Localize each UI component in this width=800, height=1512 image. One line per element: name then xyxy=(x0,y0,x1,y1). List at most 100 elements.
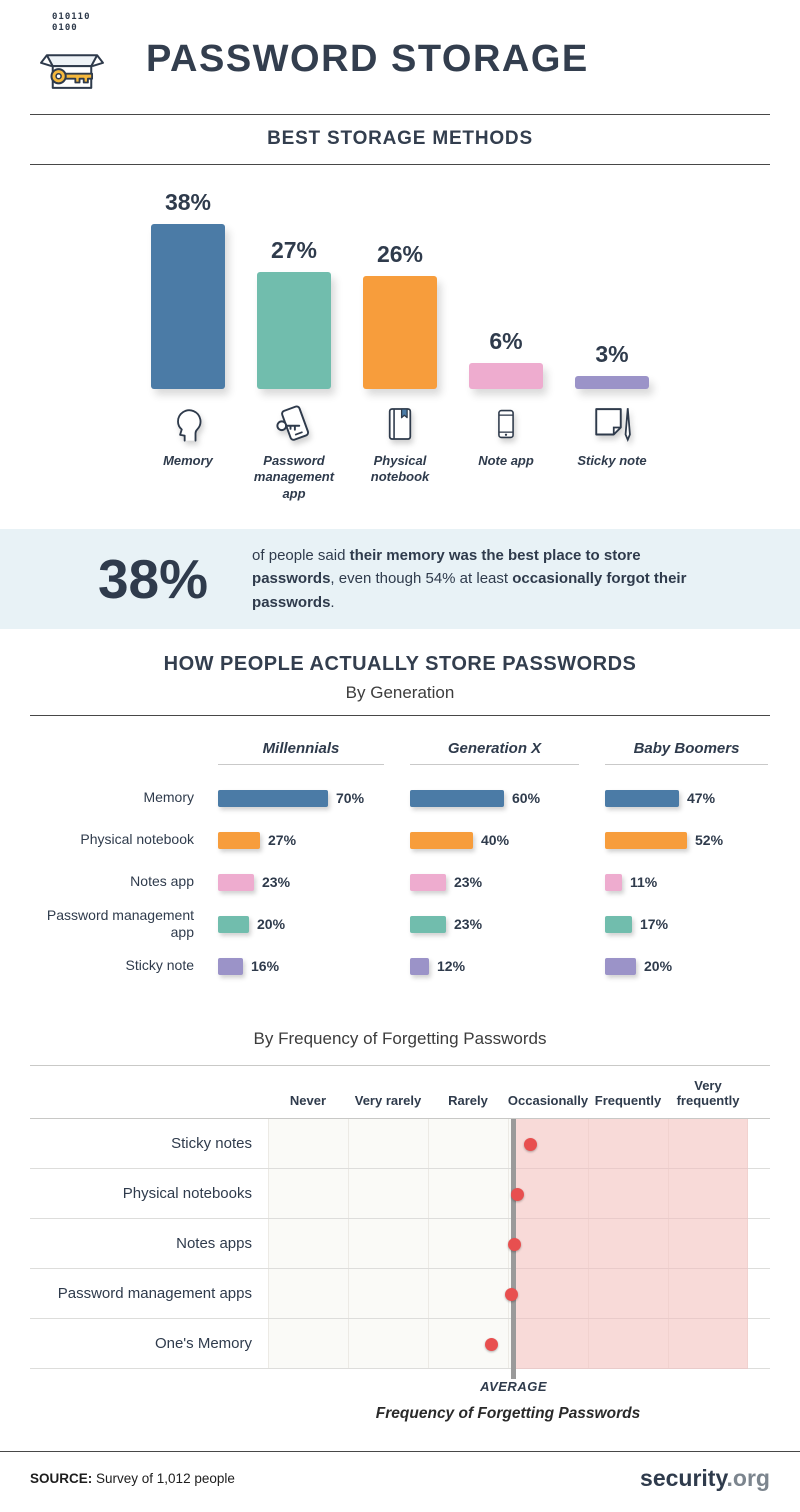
callout-bold-1: their memory was the best place to store… xyxy=(252,547,641,588)
plot-cell xyxy=(428,1119,508,1168)
bar-sticky-note-generation-x xyxy=(410,957,429,975)
bar-note-app xyxy=(469,363,543,389)
best-methods-title: BEST STORAGE METHODS xyxy=(267,128,533,149)
generation-cell-memory-millennials: 70% xyxy=(218,777,410,819)
row-label-memory: Memory xyxy=(143,789,194,806)
callout-stat: 38% xyxy=(97,548,209,610)
x-label-very-frequently: Very frequently xyxy=(676,1078,740,1109)
source-label: SOURCE: xyxy=(30,1471,93,1486)
generation-cell-sticky-note-baby-boomers: 20% xyxy=(605,945,770,987)
bar-password-management-app xyxy=(257,272,331,389)
generation-cell-password-management-app-millennials: 20% xyxy=(218,903,410,945)
plot-cell xyxy=(268,1219,348,1268)
phone-icon xyxy=(489,389,523,449)
plot-cell xyxy=(428,1169,508,1218)
bar-column-note-app: 6% Note app xyxy=(464,187,548,503)
generation-title: HOW PEOPLE ACTUALLY STORE PASSWORDS xyxy=(163,653,637,675)
bar-stack: 38% xyxy=(146,187,230,389)
plot-cell xyxy=(428,1219,508,1268)
bar-stack: 6% xyxy=(464,187,548,389)
bar-password-management-app-millennials xyxy=(218,915,249,933)
average-caption-row: AVERAGE xyxy=(30,1369,770,1401)
bar-value-label: 23% xyxy=(262,874,291,890)
bar-value-label: 20% xyxy=(644,958,673,974)
brand-light: .org xyxy=(726,1465,770,1491)
x-label-rarely: Rarely xyxy=(448,1093,488,1109)
plot-cell xyxy=(348,1219,428,1268)
bar-value-label: 20% xyxy=(257,916,286,932)
dot-notes-apps xyxy=(507,1237,521,1251)
generation-cell-password-management-app-baby-boomers: 17% xyxy=(605,903,770,945)
average-label: AVERAGE xyxy=(480,1379,547,1394)
bar-value-label: 60% xyxy=(512,790,541,806)
bar-notes-app-baby-boomers xyxy=(605,873,622,891)
bar-sticky-note-baby-boomers xyxy=(605,957,636,975)
plot-cell xyxy=(348,1169,428,1218)
security-org-logo[interactable]: security.org xyxy=(640,1465,770,1492)
row-label-one-s-memory: One's Memory xyxy=(154,1335,252,1352)
row-label-password-management-app: Password management app xyxy=(46,906,194,941)
bar-column-sticky-note: 3% Sticky note xyxy=(570,187,654,503)
plot-cell xyxy=(348,1119,428,1168)
bar-column-physical-notebook: 26% Physical notebook xyxy=(358,187,442,503)
x-label-never: Never xyxy=(289,1093,327,1109)
source-note: SOURCE: Survey of 1,012 people xyxy=(30,1471,235,1486)
bar-value-label: 52% xyxy=(695,832,724,848)
generation-cell-physical-notebook-generation-x: 40% xyxy=(410,819,605,861)
bar-value-label: 70% xyxy=(336,790,365,806)
bar-category-label: Note app xyxy=(478,453,534,468)
bar-value-label: 27% xyxy=(270,237,318,263)
bar-physical-notebook-generation-x xyxy=(410,831,473,849)
generation-cell-password-management-app-generation-x: 23% xyxy=(410,903,605,945)
plot-cell xyxy=(348,1269,428,1318)
bar-stack: 26% xyxy=(358,187,442,389)
divider xyxy=(30,1065,770,1066)
binary-text-line1: 010110 xyxy=(52,12,91,23)
generation-cell-notes-app-millennials: 23% xyxy=(218,861,410,903)
generation-chart: Millennials Generation X Baby Boomers Memor… xyxy=(0,716,800,1007)
divider xyxy=(30,715,770,716)
row-label-sticky-note: Sticky note xyxy=(125,957,194,974)
source-text: Survey of 1,012 people xyxy=(92,1471,235,1486)
sticky-note-icon xyxy=(589,389,635,449)
best-methods-section-header: BEST STORAGE METHODS xyxy=(0,115,800,164)
row-label-password-management-apps: Password management apps xyxy=(57,1285,252,1302)
bar-value-label: 12% xyxy=(437,958,466,974)
callout-text: of people said their memory was the best… xyxy=(252,544,702,614)
frequency-subtitle: By Frequency of Forgetting Passwords xyxy=(253,1029,547,1048)
bar-value-label: 11% xyxy=(630,874,658,890)
bar-memory-millennials xyxy=(218,789,328,807)
bar-value-label: 23% xyxy=(454,874,483,890)
bar-stack: 3% xyxy=(570,187,654,389)
generation-cell-physical-notebook-baby-boomers: 52% xyxy=(605,819,770,861)
plot-cell xyxy=(268,1119,348,1168)
bar-value-label: 23% xyxy=(454,916,483,932)
header: 010110 0100 PASSWORD STORAGE xyxy=(0,0,800,114)
highlight-region xyxy=(513,1119,748,1369)
bar-value-label: 47% xyxy=(687,790,716,806)
plot-cell xyxy=(268,1169,348,1218)
bar-value-label: 26% xyxy=(376,241,424,267)
generation-chart-corner xyxy=(30,740,218,777)
frequency-chart: Never Very rarely Rarely Occasionally Freque… xyxy=(30,1066,770,1451)
divider xyxy=(30,114,770,115)
dot-physical-notebooks xyxy=(511,1187,525,1201)
bar-value-label: 16% xyxy=(251,958,280,974)
best-methods-chart: 38% Memory 27% Password management app 26% Ph… xyxy=(0,165,800,529)
plot-cell xyxy=(348,1319,428,1368)
row-label-sticky-notes: Sticky notes xyxy=(171,1135,252,1152)
dot-one-s-memory xyxy=(484,1337,498,1351)
x-label-occasionally: Occasionally xyxy=(507,1093,589,1109)
generation-header-millennials: Millennials xyxy=(218,740,384,765)
dot-sticky-notes xyxy=(523,1137,537,1151)
generation-cell-physical-notebook-millennials: 27% xyxy=(218,819,410,861)
page-title: PASSWORD STORAGE xyxy=(146,37,589,80)
footer: SOURCE: Survey of 1,012 people security.… xyxy=(0,1452,800,1512)
binary-text-line2: 0100 xyxy=(52,22,78,33)
bar-value-label: 38% xyxy=(164,189,212,215)
bar-memory xyxy=(151,224,225,389)
generation-section-header: HOW PEOPLE ACTUALLY STORE PASSWORDS By G… xyxy=(0,629,800,715)
callout-banner: 38% of people said their memory was the … xyxy=(0,529,800,629)
row-label-notes-apps: Notes apps xyxy=(176,1235,252,1252)
